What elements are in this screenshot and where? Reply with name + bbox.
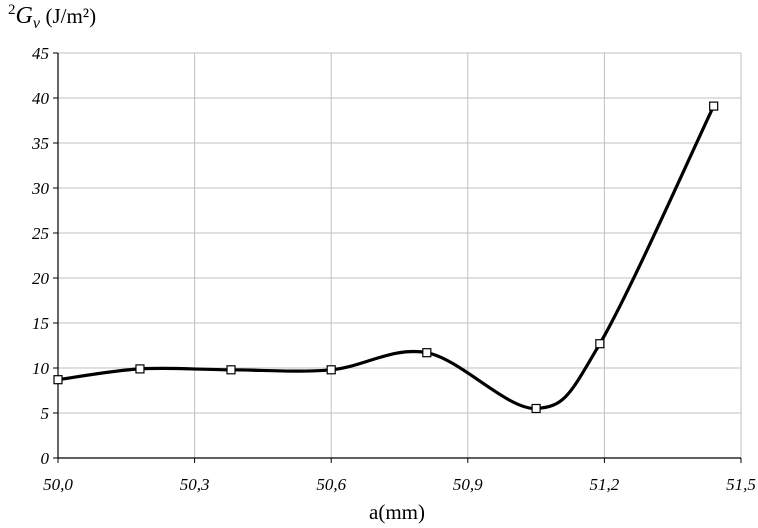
data-point-marker (422, 348, 432, 358)
y-tick-label: 25 (32, 224, 49, 243)
data-point-marker (326, 365, 336, 375)
y-tick-label: 10 (32, 359, 50, 378)
data-point-marker (53, 375, 63, 385)
x-tick-label: 50,3 (180, 475, 210, 494)
tick-labels: 0 5 10 15 20 25 30 35 40 45 50,0 50,3 50,6 50,9 51,2 51… (31, 44, 756, 494)
y-axis-label: 2Gv (J/m²) (8, 2, 96, 33)
x-tick-label: 51,2 (590, 475, 620, 494)
data-point-marker (709, 101, 719, 111)
y-tick-label: 35 (31, 134, 49, 153)
grid (58, 52, 742, 458)
x-tick-label: 50,0 (43, 475, 73, 494)
y-tick-label: 0 (41, 449, 50, 468)
x-tick-label: 50,9 (453, 475, 483, 494)
x-axis-label: a(mm) (369, 500, 425, 524)
data-point-marker (595, 339, 605, 349)
axes (53, 52, 742, 463)
series (53, 101, 719, 414)
y-axis-label-superscript: 2 (8, 2, 16, 18)
data-point-marker (226, 365, 236, 375)
y-tick-label: 30 (31, 179, 50, 198)
y-tick-label: 45 (32, 44, 49, 63)
y-axis-label-unit: (J/m²) (45, 4, 97, 28)
data-point-marker (135, 364, 145, 374)
y-tick-label: 15 (32, 314, 49, 333)
y-tick-label: 40 (32, 89, 50, 108)
series-line (57, 105, 716, 411)
y-tick-label: 5 (41, 404, 50, 423)
data-point-marker (531, 403, 541, 414)
y-tick-label: 20 (32, 269, 50, 288)
x-tick-label: 50,6 (316, 475, 346, 494)
x-tick-label: 51,5 (726, 475, 756, 494)
y-axis-label-symbol: G (15, 3, 33, 29)
y-axis-label-subscript: v (32, 15, 40, 32)
